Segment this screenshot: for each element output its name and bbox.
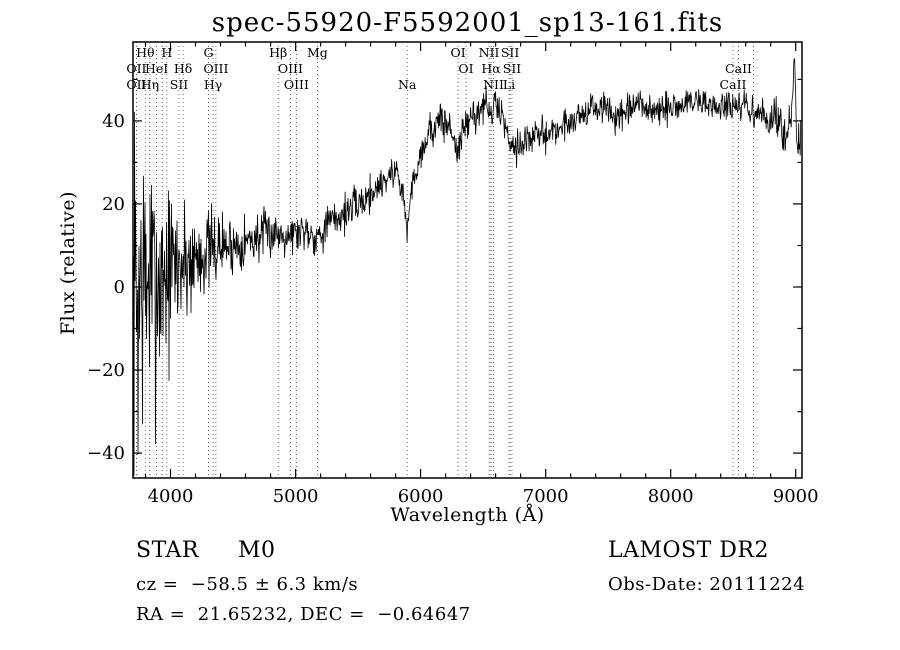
x-tick-label: 6000 bbox=[398, 486, 444, 507]
x-tick-label: 4000 bbox=[148, 486, 194, 507]
x-tick-label: 8000 bbox=[648, 486, 694, 507]
spectral-line-label: NII bbox=[479, 45, 500, 60]
cz-value: cz = −58.5 ± 6.3 km/s bbox=[136, 574, 359, 595]
spectral-line-label: OIII bbox=[203, 61, 228, 76]
y-tick-label: −40 bbox=[87, 443, 125, 464]
survey-label: LAMOST DR2 bbox=[608, 538, 769, 563]
spectral-line-label: OII bbox=[126, 77, 146, 92]
x-tick-label: 5000 bbox=[273, 486, 319, 507]
y-tick-label: 0 bbox=[114, 277, 125, 298]
spectral-line-label: OI bbox=[458, 61, 473, 76]
spectral-line-label: SII bbox=[503, 61, 522, 76]
spectral-line-label: Hβ bbox=[269, 45, 287, 60]
y-tick-label: 20 bbox=[102, 194, 125, 215]
plot-frame bbox=[132, 41, 803, 479]
object-subclass: M0 bbox=[238, 538, 276, 563]
spectral-line-label: Mg bbox=[307, 45, 328, 60]
spectral-line-label: OII bbox=[126, 61, 146, 76]
plot-title: spec-55920-F5592001_sp13-161.fits bbox=[211, 8, 724, 38]
spectral-line-label: NII bbox=[483, 77, 504, 92]
x-tick-label: 9000 bbox=[773, 486, 819, 507]
spectral-line-label: G bbox=[204, 45, 214, 60]
spectral-line-label: Li bbox=[503, 77, 515, 92]
spectral-line-label: H bbox=[161, 45, 172, 60]
spectrum-path bbox=[133, 58, 802, 476]
ra-dec-value: RA = 21.65232, DEC = −0.64647 bbox=[136, 604, 471, 625]
spectral-line-label: OIII bbox=[284, 77, 309, 92]
x-axis-title: Wavelength (Å) bbox=[390, 504, 545, 526]
spectral-line-label: Hθ bbox=[136, 45, 154, 60]
y-tick-label: −20 bbox=[87, 360, 125, 381]
spectral-line-label: Hη bbox=[141, 77, 159, 92]
spectral-line-label: CaII bbox=[725, 61, 752, 76]
spectral-line-label: OI bbox=[451, 45, 466, 60]
spectral-line-label: SII bbox=[170, 77, 189, 92]
obs-date: Obs-Date: 20111224 bbox=[608, 574, 806, 595]
axis-ticks bbox=[133, 42, 802, 478]
y-axis-title: Flux (relative) bbox=[57, 191, 79, 335]
x-tick-label: 7000 bbox=[523, 486, 569, 507]
spectral-line-markers bbox=[135, 42, 754, 478]
spectral-line-label: Hδ bbox=[174, 61, 192, 76]
y-tick-label: 40 bbox=[102, 111, 125, 132]
spectral-line-label: Hγ bbox=[204, 77, 222, 92]
object-class-label: STAR bbox=[136, 538, 199, 563]
spectral-line-label: Na bbox=[398, 77, 417, 92]
spectral-line-label: HeI bbox=[145, 61, 168, 76]
spectral-line-label: CaII bbox=[720, 77, 747, 92]
spectral-line-label: Hα bbox=[481, 61, 501, 76]
spectral-line-label: SII bbox=[501, 45, 520, 60]
axis-tick-labels: 4000 5000 6000 7000 8000 9000 −40 −20 0 20 40 bbox=[87, 111, 819, 507]
spectral-line-label: OIII bbox=[278, 61, 303, 76]
